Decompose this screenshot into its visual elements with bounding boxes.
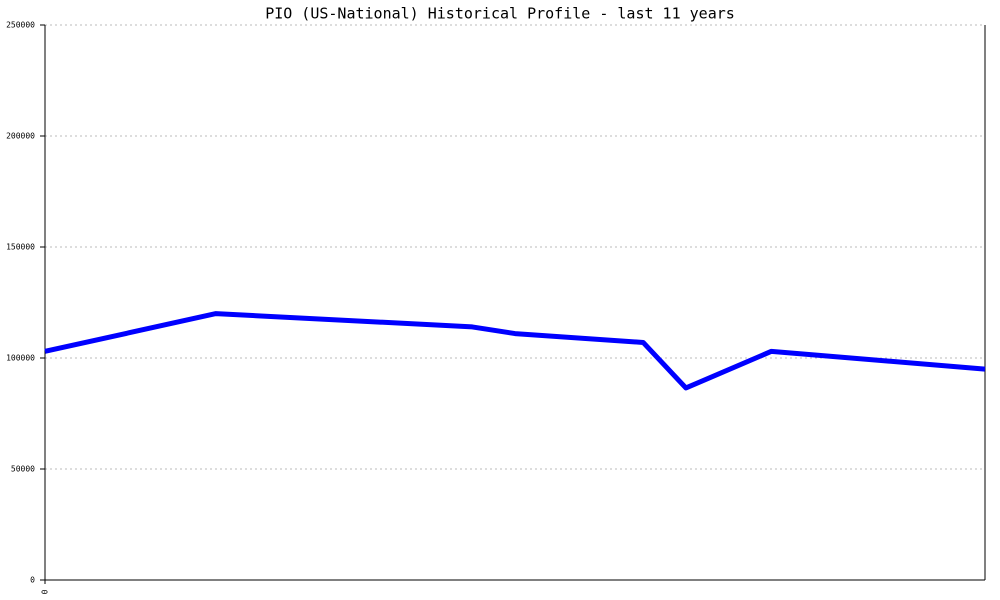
chart-title: PIO (US-National) Historical Profile - l… (265, 5, 735, 23)
y-tick-label: 150000 (6, 243, 35, 252)
y-tick-label: 200000 (6, 132, 35, 141)
y-tick-label: 0 (30, 576, 35, 585)
y-tick-label: 100000 (6, 354, 35, 363)
x-tick-label: 0 (41, 589, 50, 594)
line-series (44, 311, 986, 391)
y-tick-label: 250000 (6, 21, 35, 30)
y-tick-label: 50000 (11, 465, 35, 474)
